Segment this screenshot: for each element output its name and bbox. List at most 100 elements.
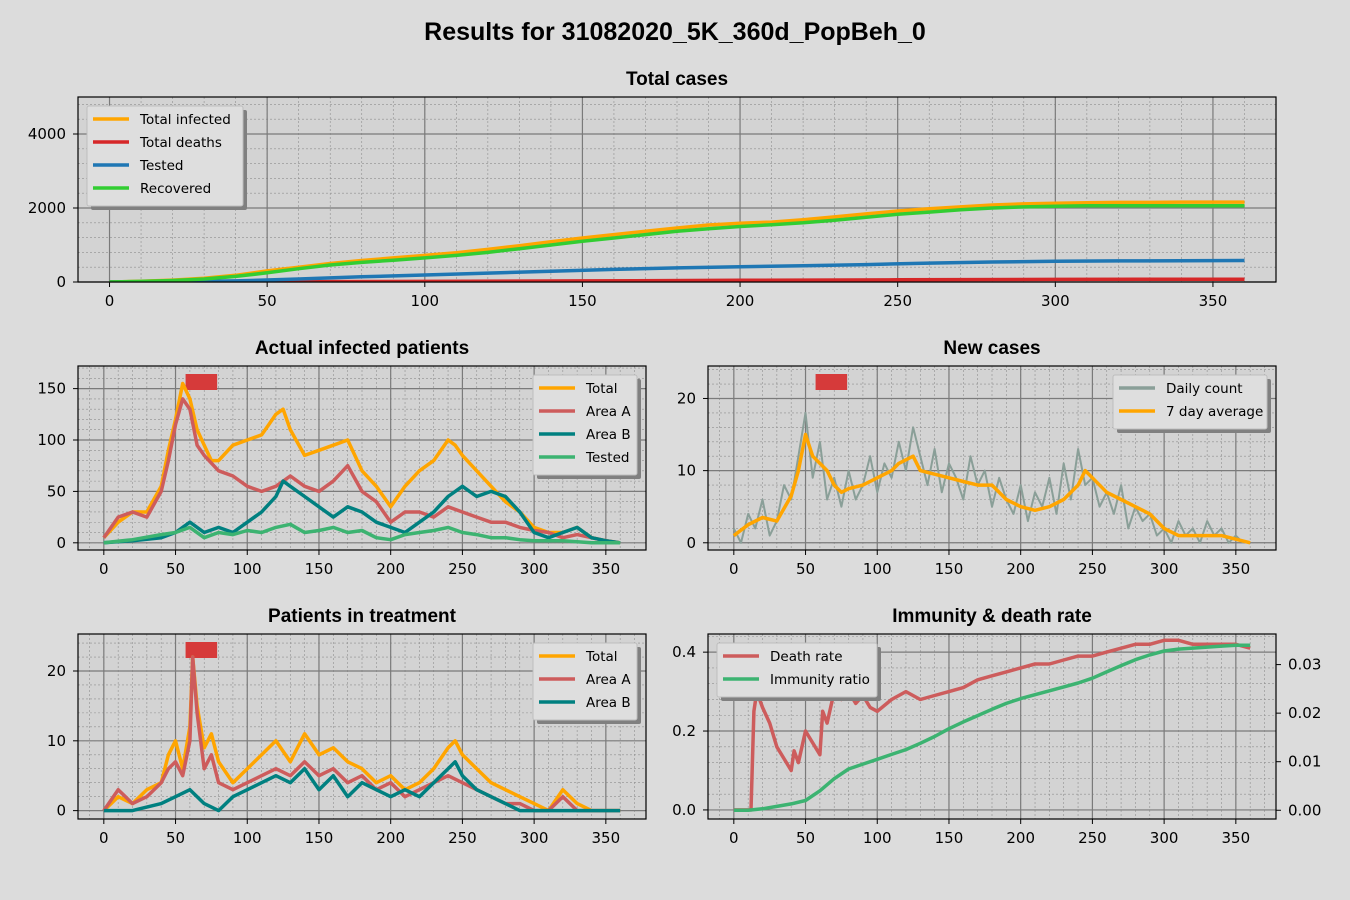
legend-label: Total deaths bbox=[139, 135, 222, 151]
event-marker bbox=[185, 642, 218, 658]
chart-immunity: 0 50 100 150 200 250 300 3500.00.20.40.000.010.… bbox=[672, 606, 1321, 847]
x-tick-label: 300 bbox=[520, 560, 549, 578]
x-tick-label: 350 bbox=[592, 560, 621, 578]
y-ticks-right: 0.00 0.01 0.02 0.03 bbox=[1276, 656, 1321, 819]
x-tick-label: 300 bbox=[1150, 829, 1179, 847]
x-tick-label: 300 bbox=[1150, 560, 1179, 578]
x-tick-label: 0 bbox=[105, 292, 115, 310]
y-tick-label: 20 bbox=[677, 389, 696, 407]
chart-title: Patients in treatment bbox=[268, 606, 457, 627]
x-tick-label: 250 bbox=[448, 560, 477, 578]
chart-title: Actual infected patients bbox=[255, 338, 469, 359]
x-tick-label: 0 bbox=[99, 560, 109, 578]
axes-frame bbox=[77, 96, 1277, 283]
legend-label: Total bbox=[585, 381, 618, 397]
x-tick-label: 50 bbox=[258, 292, 277, 310]
legend-box bbox=[86, 105, 244, 207]
legend-label: Area B bbox=[586, 695, 631, 711]
series-group bbox=[109, 200, 1245, 282]
y-tick-label: 2000 bbox=[28, 199, 66, 217]
axes-frame bbox=[707, 633, 1277, 820]
x-tick-label: 250 bbox=[1078, 829, 1107, 847]
legend-label: Tested bbox=[585, 450, 629, 466]
legend-box bbox=[532, 374, 638, 476]
series-line-daily-count bbox=[732, 411, 1244, 544]
y-tick-label: 0.4 bbox=[672, 643, 696, 661]
x-tick-label: 200 bbox=[376, 560, 405, 578]
legend-label: Total bbox=[585, 649, 618, 665]
y-right-tick-label: 0.01 bbox=[1288, 753, 1321, 771]
axes-frame bbox=[77, 633, 647, 820]
x-tick-label: 350 bbox=[1199, 292, 1228, 310]
axes-frame bbox=[77, 365, 647, 551]
x-tick-label: 200 bbox=[726, 292, 755, 310]
legend: Total Area A Area B bbox=[532, 642, 641, 724]
legend: Death rate Immunity ratio bbox=[716, 642, 881, 701]
x-tick-label: 350 bbox=[1222, 560, 1251, 578]
x-tick-label: 100 bbox=[410, 292, 439, 310]
legend-label: Recovered bbox=[140, 181, 211, 197]
x-ticks: 0 50 100 150 200 250 300 350 bbox=[99, 366, 620, 578]
y-tick-label: 0 bbox=[56, 534, 66, 552]
x-tick-label: 100 bbox=[233, 560, 262, 578]
x-tick-label: 150 bbox=[305, 560, 334, 578]
series-line-area-b bbox=[103, 760, 621, 813]
legend: Total infected Total deaths Tested Recovere… bbox=[86, 105, 247, 210]
series-line-immunity-ratio bbox=[733, 643, 1251, 813]
x-tick-label: 350 bbox=[1222, 829, 1251, 847]
series-line-death-rate bbox=[733, 638, 1251, 812]
legend-label: 7 day average bbox=[1166, 404, 1263, 420]
y-tick-label: 4000 bbox=[28, 125, 66, 143]
x-tick-label: 100 bbox=[863, 560, 892, 578]
y-right-tick-label: 0.02 bbox=[1288, 704, 1321, 722]
y-tick-label: 0 bbox=[56, 802, 66, 820]
x-ticks: 0 50 100 150 200 250 300 350 bbox=[729, 366, 1250, 578]
chart-new: 0 50 100 150 200 250 300 350 0 10 20 New cases Daily… bbox=[677, 338, 1277, 578]
y-tick-label: 50 bbox=[47, 482, 66, 500]
chart-total: 0 50 100 150 200 250 300 350 0 2000 4000 Total case… bbox=[28, 69, 1277, 310]
series-line-tested bbox=[109, 258, 1245, 282]
x-tick-label: 100 bbox=[863, 829, 892, 847]
x-tick-label: 100 bbox=[233, 829, 262, 847]
chart-title: Immunity & death rate bbox=[892, 606, 1092, 627]
series-line-recovered bbox=[109, 204, 1245, 282]
x-tick-label: 50 bbox=[166, 829, 185, 847]
series-line-tested bbox=[103, 522, 621, 545]
legend-label: Total infected bbox=[139, 112, 231, 128]
y-tick-label: 20 bbox=[47, 662, 66, 680]
series-line-area-b bbox=[103, 479, 621, 545]
x-tick-label: 150 bbox=[305, 829, 334, 847]
series-group bbox=[732, 411, 1251, 545]
series-group bbox=[102, 655, 621, 813]
y-tick-label: 0 bbox=[56, 273, 66, 291]
legend-label: Daily count bbox=[1166, 381, 1243, 397]
x-tick-label: 150 bbox=[935, 829, 964, 847]
x-tick-label: 250 bbox=[448, 829, 477, 847]
series-group bbox=[102, 381, 621, 545]
y-tick-label: 100 bbox=[37, 431, 66, 449]
legend-label: Area A bbox=[586, 672, 631, 688]
legend-label: Immunity ratio bbox=[770, 672, 870, 688]
event-marker bbox=[185, 374, 218, 390]
y-right-tick-label: 0.00 bbox=[1288, 801, 1321, 819]
y-tick-label: 10 bbox=[47, 732, 66, 750]
x-tick-label: 0 bbox=[729, 560, 739, 578]
x-tick-label: 300 bbox=[520, 829, 549, 847]
chart-treat: 0 50 100 150 200 250 300 350 0 10 20 Patients in tr… bbox=[47, 606, 647, 847]
x-tick-label: 150 bbox=[568, 292, 597, 310]
y-tick-label: 0 bbox=[686, 534, 696, 552]
legend: Daily count 7 day average bbox=[1112, 374, 1271, 433]
y-right-tick-label: 0.03 bbox=[1288, 656, 1321, 674]
x-tick-label: 0 bbox=[99, 829, 109, 847]
x-tick-label: 200 bbox=[1006, 560, 1035, 578]
x-ticks: 0 50 100 150 200 250 300 350 bbox=[729, 634, 1250, 847]
x-tick-label: 50 bbox=[796, 829, 815, 847]
axes-frame bbox=[707, 365, 1277, 551]
figure-title: Results for 31082020_5K_360d_PopBeh_0 bbox=[424, 18, 926, 46]
x-tick-label: 200 bbox=[376, 829, 405, 847]
legend-label: Death rate bbox=[770, 649, 843, 665]
y-tick-label: 10 bbox=[677, 462, 696, 480]
y-tick-label: 0.0 bbox=[672, 801, 696, 819]
legend-label: Area A bbox=[586, 404, 631, 420]
